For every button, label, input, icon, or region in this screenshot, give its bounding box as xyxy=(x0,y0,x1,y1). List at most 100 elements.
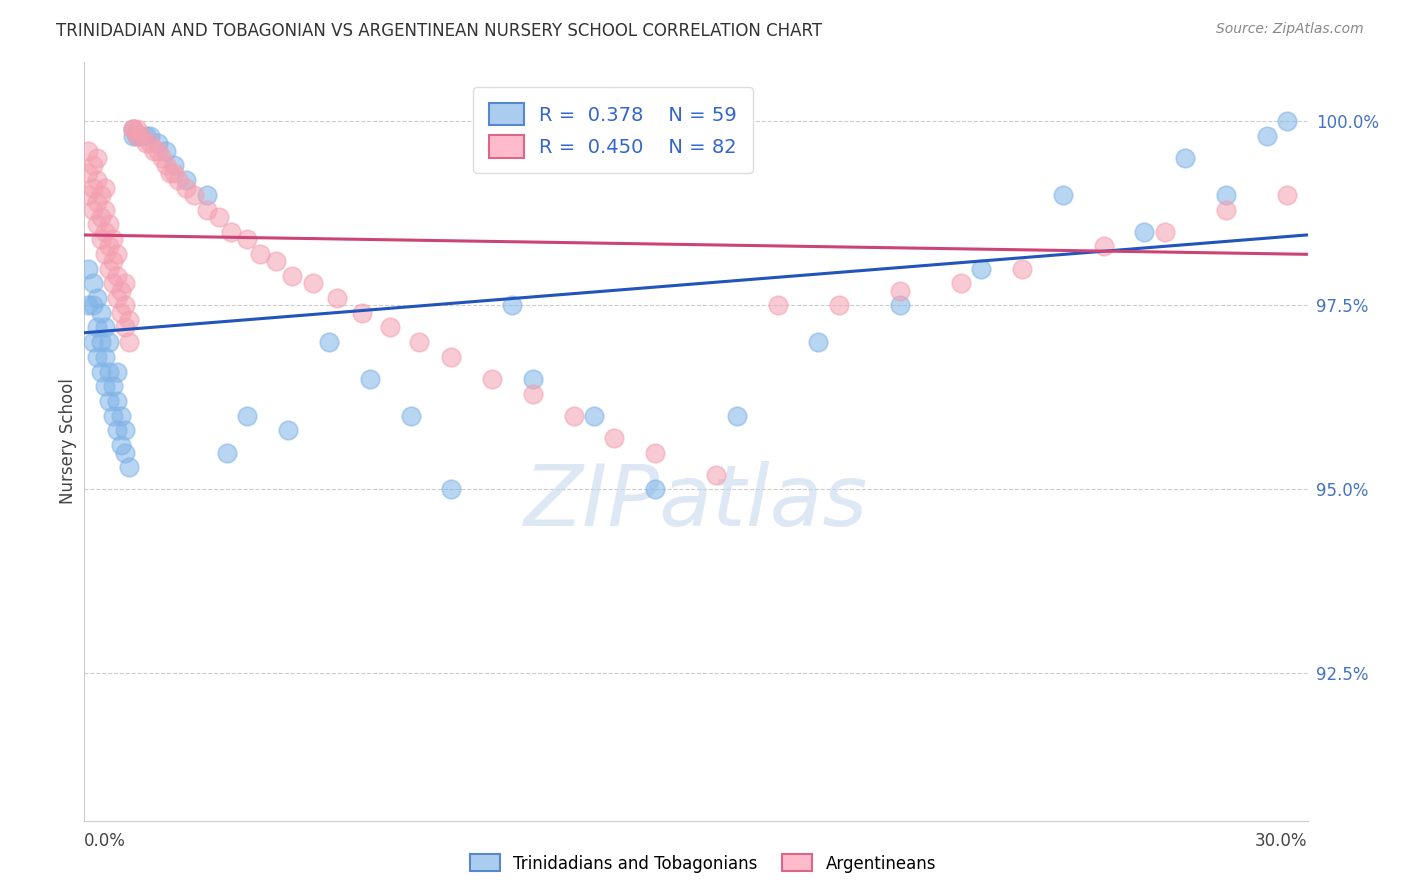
Point xyxy=(86,195,108,210)
Point xyxy=(93,320,115,334)
Point xyxy=(97,239,120,253)
Point xyxy=(1215,202,1237,217)
Point xyxy=(114,445,136,459)
Point xyxy=(167,173,190,187)
Point xyxy=(301,277,323,291)
Point xyxy=(114,277,136,291)
Point xyxy=(889,284,911,298)
Point xyxy=(562,409,585,423)
Point xyxy=(90,335,112,350)
Point xyxy=(93,350,115,364)
Legend: R =  0.378    N = 59, R =  0.450    N = 82: R = 0.378 N = 59, R = 0.450 N = 82 xyxy=(474,87,752,173)
Point xyxy=(1378,121,1400,136)
Point xyxy=(105,424,128,438)
Point xyxy=(208,210,231,224)
Point xyxy=(105,268,128,283)
Point xyxy=(281,268,304,283)
Point xyxy=(93,225,115,239)
Point xyxy=(150,151,173,165)
Point xyxy=(583,409,606,423)
Point xyxy=(644,483,666,497)
Point xyxy=(1317,166,1340,180)
Point xyxy=(522,372,544,386)
Point xyxy=(86,151,108,165)
Point xyxy=(174,173,197,187)
Point xyxy=(1277,188,1299,202)
Point xyxy=(1174,151,1197,165)
Point xyxy=(77,188,100,202)
Point xyxy=(77,261,100,276)
Point xyxy=(77,298,100,312)
Point xyxy=(326,291,349,305)
Point xyxy=(114,298,136,312)
Point xyxy=(110,409,132,423)
Point xyxy=(440,483,463,497)
Point xyxy=(155,144,177,158)
Point xyxy=(159,166,181,180)
Point xyxy=(706,467,728,482)
Legend: Trinidadians and Tobagonians, Argentineans: Trinidadians and Tobagonians, Argentinea… xyxy=(463,847,943,880)
Point xyxy=(131,129,153,144)
Point xyxy=(725,409,748,423)
Point xyxy=(146,136,169,151)
Point xyxy=(90,306,112,320)
Point xyxy=(889,298,911,312)
Point xyxy=(97,218,120,232)
Point xyxy=(110,306,132,320)
Point xyxy=(142,144,165,158)
Point xyxy=(131,129,153,144)
Point xyxy=(1133,225,1156,239)
Point xyxy=(97,335,120,350)
Point xyxy=(90,188,112,202)
Point xyxy=(163,166,186,180)
Point xyxy=(114,424,136,438)
Point xyxy=(970,261,993,276)
Point xyxy=(97,365,120,379)
Point xyxy=(135,129,157,144)
Point xyxy=(277,424,299,438)
Point xyxy=(90,365,112,379)
Point xyxy=(86,350,108,364)
Point xyxy=(93,180,115,194)
Text: Source: ZipAtlas.com: Source: ZipAtlas.com xyxy=(1216,22,1364,37)
Point xyxy=(408,335,430,350)
Point xyxy=(1092,239,1115,253)
Point xyxy=(1369,129,1392,144)
Point xyxy=(97,394,120,409)
Point xyxy=(118,313,141,327)
Point xyxy=(138,129,160,144)
Point xyxy=(195,188,218,202)
Point xyxy=(105,365,128,379)
Point xyxy=(950,277,973,291)
Point xyxy=(105,247,128,261)
Point xyxy=(93,247,115,261)
Point xyxy=(264,254,287,268)
Point xyxy=(249,247,271,261)
Point xyxy=(1358,136,1381,151)
Point xyxy=(86,173,108,187)
Point xyxy=(82,277,104,291)
Point xyxy=(440,350,463,364)
Point xyxy=(82,335,104,350)
Point xyxy=(82,159,104,173)
Point xyxy=(1337,151,1360,165)
Point xyxy=(101,379,124,393)
Point xyxy=(127,129,149,144)
Point xyxy=(350,306,373,320)
Point xyxy=(97,261,120,276)
Point xyxy=(86,320,108,334)
Point xyxy=(101,277,124,291)
Point xyxy=(118,460,141,475)
Y-axis label: Nursery School: Nursery School xyxy=(59,378,77,505)
Point xyxy=(82,298,104,312)
Point xyxy=(380,320,402,334)
Point xyxy=(481,372,503,386)
Point xyxy=(127,121,149,136)
Point xyxy=(522,386,544,401)
Text: ZIPatlas: ZIPatlas xyxy=(524,460,868,544)
Point xyxy=(217,445,239,459)
Point xyxy=(118,335,141,350)
Point xyxy=(359,372,381,386)
Point xyxy=(114,320,136,334)
Point xyxy=(163,159,186,173)
